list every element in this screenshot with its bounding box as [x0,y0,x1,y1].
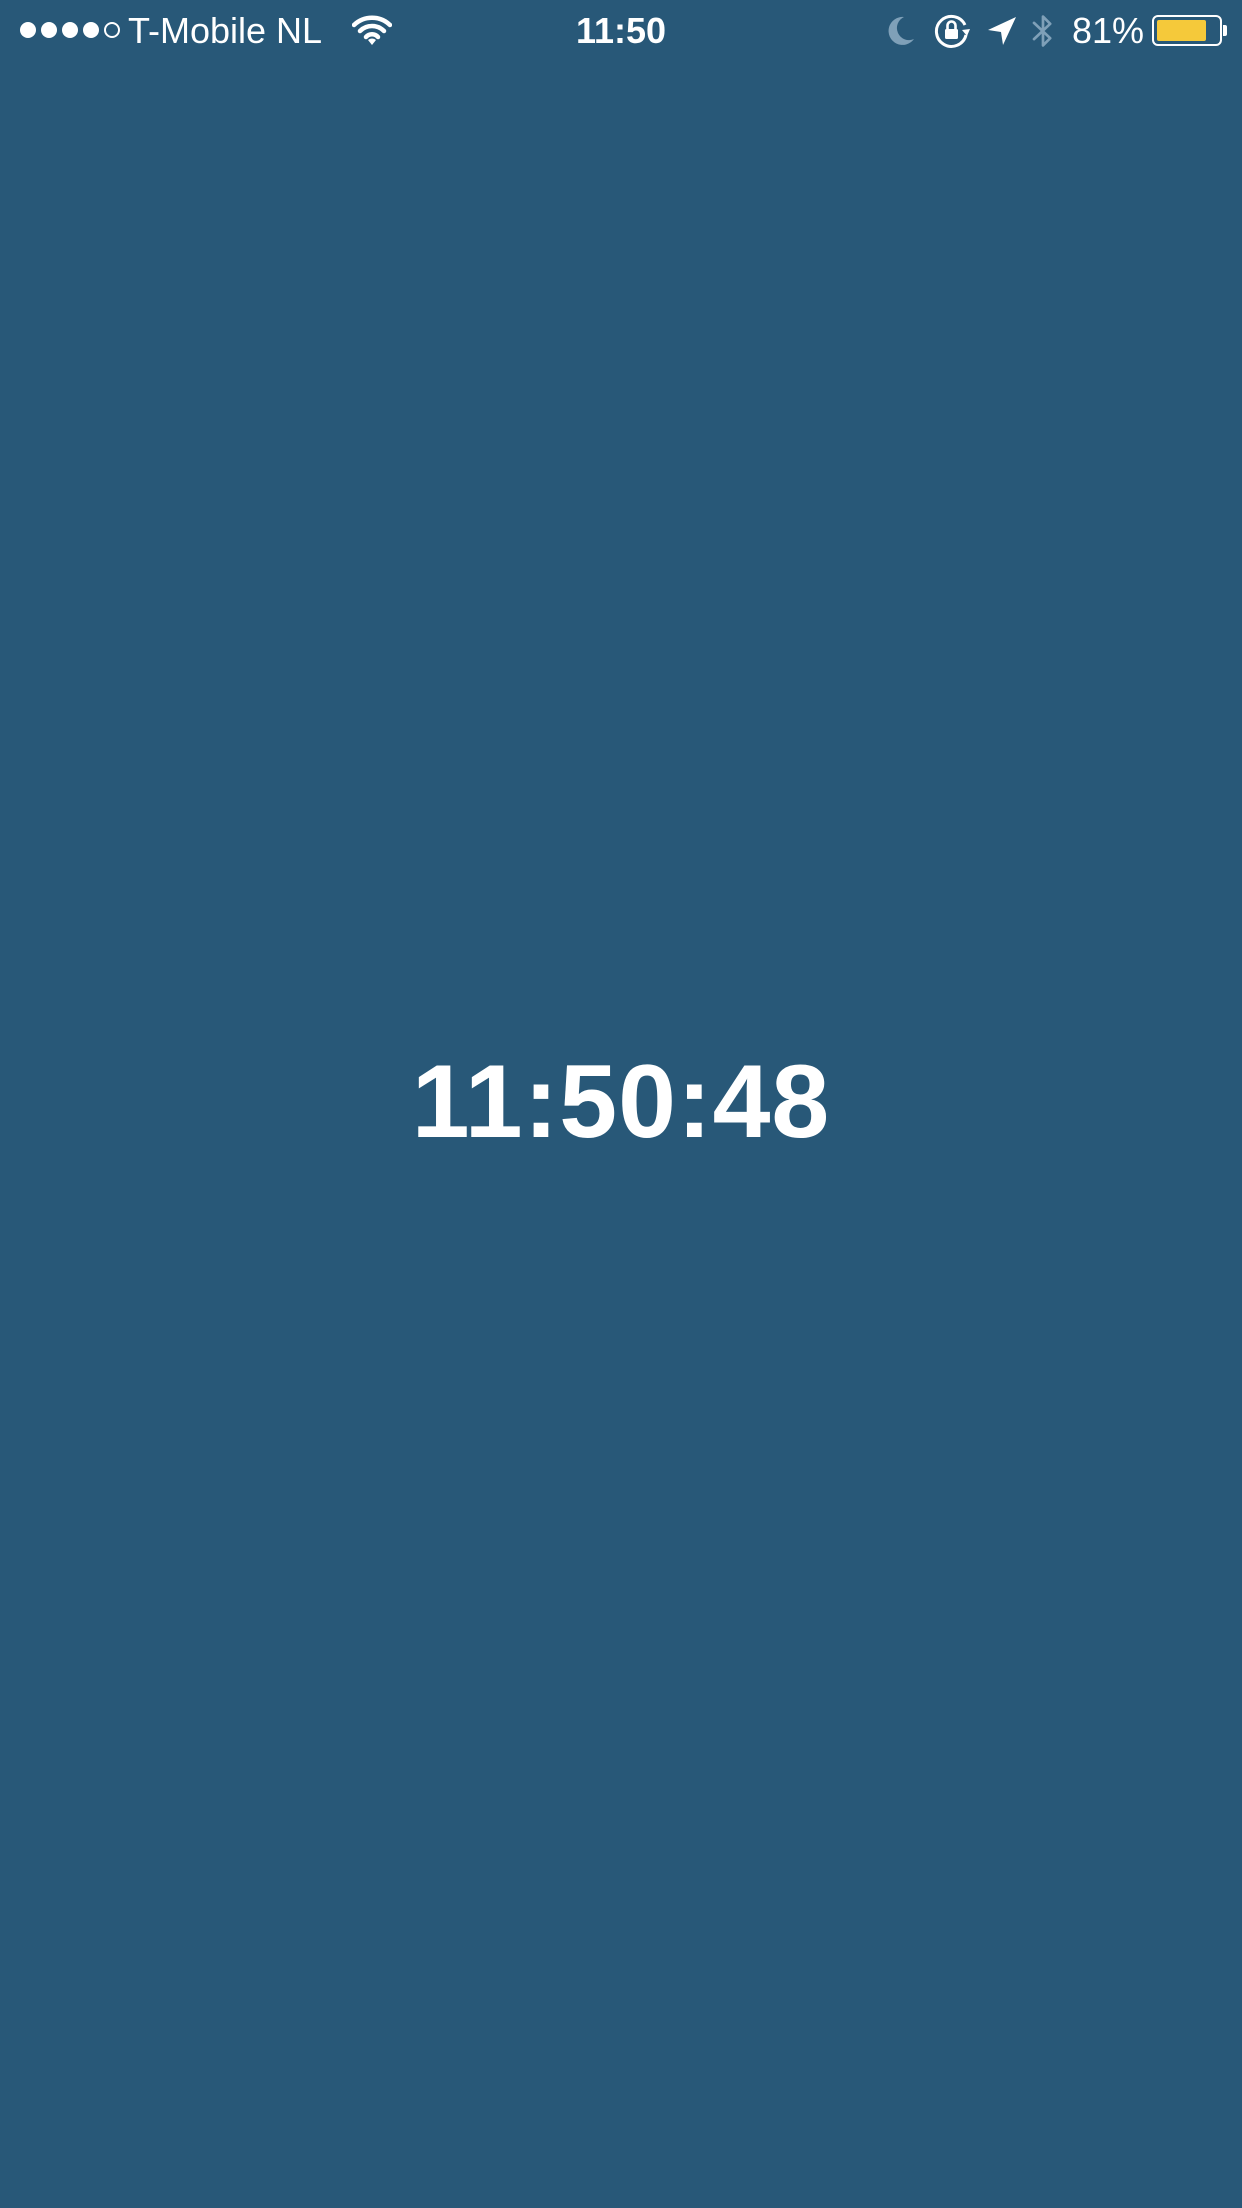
wifi-icon [352,15,392,45]
signal-dot-filled [62,22,78,38]
rotation-lock-icon [934,14,970,48]
bluetooth-icon [1032,15,1052,47]
signal-dot-filled [20,22,36,38]
carrier-name: T-Mobile NL [128,10,323,51]
status-bar-time: 11:50 [575,10,667,51]
signal-dot-filled [41,22,57,38]
moon-icon [888,16,914,45]
location-arrow-icon [988,17,1016,45]
clock-display: 11:50:48 [411,1044,831,1160]
signal-strength-indicator [20,22,120,38]
battery-tip [1223,25,1227,36]
battery-percentage: 81% [1072,10,1145,51]
signal-dot-empty [104,22,120,38]
status-bar: T-Mobile NL 11:50 81% [0,0,1242,62]
signal-dot-filled [83,22,99,38]
battery-icon [1152,15,1222,46]
battery-fill-level [1157,20,1206,41]
